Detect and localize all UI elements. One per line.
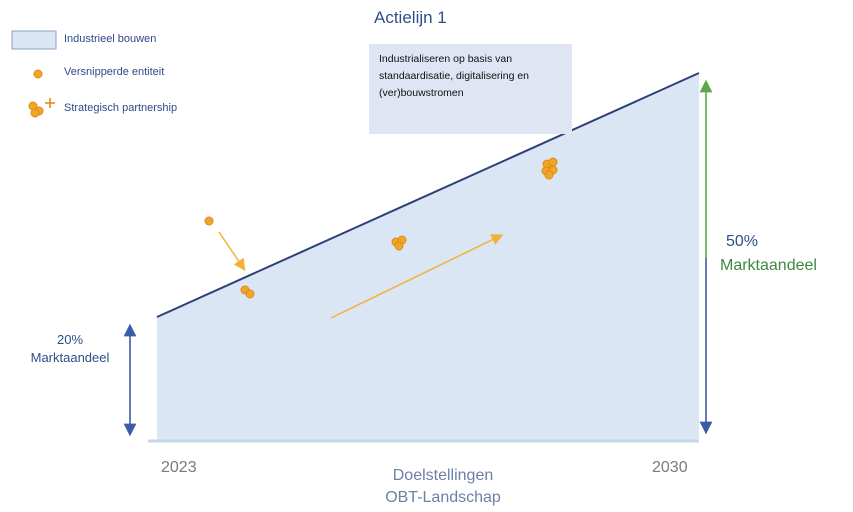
legend-partnership-icon — [28, 98, 55, 118]
partnership-cluster-medium — [391, 235, 407, 251]
legend-label-partnership: Strategisch partnership — [64, 102, 178, 114]
callout-line-3: (ver)bouwstromen — [379, 87, 464, 99]
right-market-share: 50% Marktaandeel — [720, 230, 830, 278]
footer-title-line1: Doelstellingen — [392, 467, 494, 484]
end-year: 2030 — [652, 459, 688, 476]
right-share-percent: 50% — [726, 233, 759, 250]
growth-arrow — [330, 234, 504, 319]
legend-label-fragmented: Versnipperde entiteit — [64, 66, 165, 78]
left-market-share: 20% Marktaandeel — [22, 331, 118, 367]
legend-area-swatch — [11, 30, 57, 50]
left-share-percent: 20% — [56, 332, 84, 347]
footer-title-line2: OBT-Landschap — [385, 489, 501, 506]
right-share-label: Marktaandeel — [720, 257, 817, 274]
legend-orange-dot-icon — [33, 69, 43, 79]
legend-label-industrial: Industrieel bouwen — [64, 33, 157, 45]
callout-line-2: standaardisatie, digitalisering en — [379, 70, 530, 82]
action-line-title: Actielijn 1 — [374, 8, 447, 27]
area-top-line — [156, 72, 700, 318]
partnership-cluster-large — [541, 157, 558, 180]
callout-line-1: Industrialiseren op basis van — [379, 53, 513, 65]
action-line-callout: Industrialiseren op basis van standaardi… — [369, 44, 572, 134]
left-share-label: Marktaandeel — [30, 350, 110, 365]
entity-arrow — [218, 231, 246, 271]
start-year: 2023 — [161, 459, 197, 476]
partnership-cluster-small — [240, 285, 255, 299]
industrial-building-area — [157, 73, 699, 441]
fragmented-entity-dot — [204, 216, 214, 226]
